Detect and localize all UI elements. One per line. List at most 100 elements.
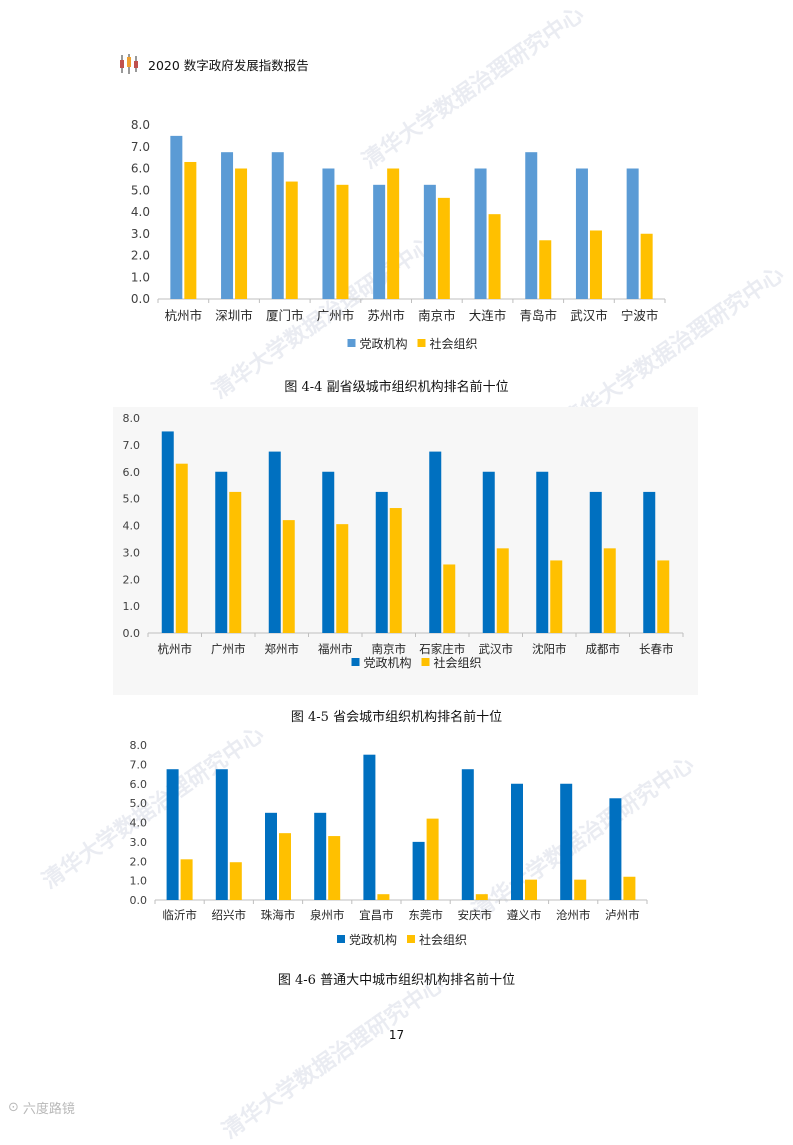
bottom-logo-text: 六度路镜	[22, 1102, 75, 1117]
bar-social-org	[496, 548, 509, 633]
y-tick-label: 7.0	[130, 758, 148, 771]
x-category-label: 沈阳市	[532, 642, 567, 656]
legend-label: 社会组织	[434, 655, 482, 670]
bar-party-gov	[461, 769, 474, 900]
bar-party-gov	[373, 184, 386, 299]
bar-social-org	[175, 463, 188, 633]
bar-social-org	[475, 894, 488, 900]
bar-party-gov	[268, 451, 281, 633]
legend-label: 党政机构	[364, 655, 412, 670]
bar-social-org	[184, 161, 197, 299]
y-tick-label: 4.0	[131, 205, 150, 219]
y-tick-label: 5.0	[130, 797, 148, 810]
page-number: 17	[388, 1028, 405, 1042]
bar-party-gov	[322, 168, 335, 299]
y-tick-label: 8.0	[123, 412, 141, 425]
bar-party-gov	[609, 798, 622, 900]
bar-party-gov	[314, 812, 327, 900]
bar-party-gov	[215, 769, 228, 900]
y-tick-label: 0.0	[123, 627, 141, 640]
bar-social-org	[488, 214, 501, 299]
x-category-label: 宁波市	[621, 308, 659, 323]
legend-swatch	[417, 339, 426, 347]
y-tick-label: 1.0	[123, 600, 141, 613]
x-category-label: 珠海市	[261, 908, 296, 922]
x-category-label: 武汉市	[570, 308, 608, 323]
y-tick-label: 4.0	[130, 817, 148, 830]
bar-social-org	[285, 181, 298, 299]
bar-social-org	[328, 836, 341, 900]
x-category-label: 宜昌市	[359, 908, 394, 922]
legend-label: 社会组织	[419, 932, 467, 947]
logo-icon: ⊙	[8, 1100, 19, 1115]
bar-social-org	[279, 833, 291, 900]
x-category-label: 泸州市	[605, 908, 640, 922]
x-category-label: 深圳市	[215, 308, 253, 323]
x-category-label: 绍兴市	[212, 908, 247, 922]
x-category-label: 遵义市	[507, 908, 542, 922]
y-tick-label: 5.0	[123, 493, 141, 506]
y-tick-label: 0.0	[130, 894, 148, 907]
bar-party-gov	[525, 152, 538, 299]
bar-party-gov	[474, 168, 487, 299]
y-tick-label: 2.0	[130, 855, 148, 868]
x-category-label: 广州市	[317, 308, 355, 323]
bar-social-org	[623, 876, 636, 900]
y-tick-label: 0.0	[131, 292, 150, 306]
bar-social-org	[443, 564, 456, 633]
bar-party-gov	[560, 783, 573, 900]
x-category-label: 临沂市	[162, 908, 197, 922]
figure-4-6: 0.0 1.0 2.0 3.0 4.0 5.0 6.0 7.0 8.0 临沂市 绍兴市 珠海市 泉州市宜…	[0, 735, 793, 960]
x-category-label: 厦门市	[266, 308, 304, 323]
y-tick-label: 7.0	[131, 140, 150, 154]
x-category-label: 武汉市	[479, 642, 514, 656]
x-category-label: 杭州市	[158, 642, 193, 656]
y-tick-label: 2.0	[131, 249, 150, 263]
figure-caption: 图 4-6 普通大中城市组织机构排名前十位	[277, 973, 516, 988]
y-tick-label: 3.0	[131, 227, 150, 241]
legend-label: 党政机构	[360, 336, 408, 351]
figure-4-5: 0.0 1.0 2.0 3.0 4.0 5.0 6.0 7.0 8.0 杭州市 广州市 郑州市 福州市 南…	[0, 405, 793, 695]
y-tick-label: 8.0	[130, 739, 148, 752]
y-tick-label: 2.0	[123, 573, 141, 586]
bar-party-gov	[643, 491, 656, 633]
bar-party-gov	[375, 491, 388, 633]
bar-party-gov	[221, 152, 234, 299]
bar-party-gov	[589, 491, 602, 633]
bar-social-org	[229, 862, 242, 900]
bar-party-gov	[215, 471, 228, 633]
figure-caption: 图 4-5 省会城市组织机构排名前十位	[290, 710, 503, 725]
y-tick-label: 3.0	[130, 836, 148, 849]
x-category-label: 成都市	[586, 642, 621, 656]
x-category-label: 杭州市	[165, 308, 203, 323]
x-category-label: 广州市	[211, 642, 246, 656]
x-category-label: 郑州市	[265, 642, 300, 656]
y-tick-label: 6.0	[130, 778, 148, 791]
chart-4-4: 0.0 1.0 2.0 3.0 4.0 5.0 6.0 7.0 8.0 杭州市 深圳市 厦门市 广州市苏…	[131, 118, 666, 351]
x-category-label: 泉州市	[310, 908, 345, 922]
bar-social-org	[550, 560, 563, 633]
x-category-label: 东莞市	[408, 908, 443, 922]
page-header: 2020 数字政府发展指数报告	[118, 52, 309, 76]
x-category-label: 南京市	[372, 642, 407, 656]
x-category-label: 沧州市	[556, 908, 591, 922]
figure-caption: 图 4-4 副省级城市组织机构排名前十位	[284, 380, 509, 395]
bar-social-org	[603, 548, 616, 633]
x-category-label: 长春市	[639, 642, 674, 656]
bar-social-org	[229, 491, 242, 633]
legend-swatch	[421, 658, 430, 666]
watermark: 清华大学数据治理研究中心	[218, 972, 449, 1145]
bar-social-org	[389, 508, 402, 633]
bar-social-org	[437, 197, 450, 299]
y-tick-label: 1.0	[130, 875, 148, 888]
x-category-label: 福州市	[318, 642, 353, 656]
bar-party-gov	[265, 812, 277, 900]
bar-party-gov	[482, 471, 495, 633]
legend-label: 社会组织	[430, 336, 478, 351]
bar-social-org	[336, 184, 349, 299]
bar-party-gov	[271, 152, 284, 299]
bar-social-org	[336, 524, 349, 633]
y-tick-label: 1.0	[131, 270, 150, 284]
x-category-label: 大连市	[469, 308, 507, 323]
y-tick-label: 6.0	[123, 466, 141, 479]
